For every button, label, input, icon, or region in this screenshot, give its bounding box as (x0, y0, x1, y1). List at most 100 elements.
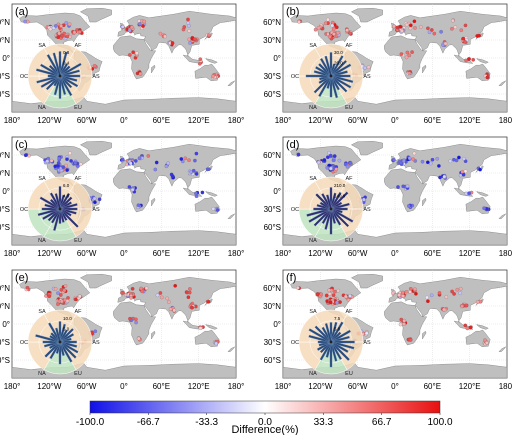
station-point (413, 26, 417, 30)
station-point (460, 304, 464, 308)
lon-label: 120°W (308, 116, 333, 125)
station-point (461, 173, 466, 177)
rose-region-label: AS (92, 207, 100, 213)
station-point (401, 184, 406, 189)
station-point (366, 65, 371, 70)
lon-label: 120°E (188, 382, 210, 391)
station-point (131, 50, 136, 55)
panel-label: (b) (286, 6, 299, 18)
station-point (139, 286, 144, 291)
station-point (406, 204, 411, 208)
lon-label: 180° (499, 116, 512, 125)
station-point (343, 294, 348, 299)
station-point (64, 163, 68, 168)
rose-region-label: SA (38, 176, 46, 182)
station-point (187, 23, 191, 28)
station-point (165, 296, 170, 301)
station-point (328, 300, 333, 305)
station-point (332, 32, 336, 36)
rose-region-label: OC (20, 207, 28, 213)
lat-label: 30°S (264, 72, 281, 81)
landmass-greenland (350, 273, 383, 289)
station-point (401, 159, 406, 163)
rose-region-label: OC (291, 340, 299, 346)
lon-label: 0° (120, 116, 128, 125)
station-point (134, 159, 138, 163)
station-point (334, 25, 339, 30)
lat-label: 0° (2, 320, 10, 329)
rose-region-label: EU (345, 371, 353, 377)
station-point (59, 287, 64, 292)
station-point (328, 166, 333, 171)
station-point (65, 157, 69, 162)
station-point (458, 173, 463, 178)
lat-label: 30°S (264, 205, 281, 214)
station-point (23, 153, 28, 158)
station-point (64, 21, 69, 25)
lon-label: 120°W (37, 249, 62, 258)
station-point (345, 28, 349, 32)
station-point (56, 291, 60, 295)
rose-region-label: SA (309, 176, 317, 182)
station-point (398, 322, 403, 327)
station-point (194, 151, 199, 156)
station-point (315, 292, 320, 296)
station-point (134, 317, 138, 322)
station-point (92, 64, 97, 68)
station-point (402, 318, 407, 323)
landmass-new-zealand (498, 213, 506, 219)
lon-label: 180° (275, 116, 292, 125)
lat-label: 30°N (263, 302, 281, 311)
rose-region-label: SA (38, 43, 46, 49)
lat-label: 60°S (264, 356, 281, 365)
lon-label: 180° (4, 382, 21, 391)
landmass-new-zealand (227, 80, 235, 86)
rose-region-label: AS (92, 340, 100, 346)
rose-region-label: OC (291, 74, 299, 80)
station-point (452, 157, 456, 162)
station-point (61, 165, 66, 169)
rose-region-label: AS (363, 207, 371, 213)
station-point (484, 340, 489, 345)
landmass-new-guinea (205, 58, 218, 64)
rose-region-label: AS (92, 74, 100, 80)
station-point (399, 161, 403, 165)
station-point (461, 36, 466, 41)
rose-scale-outer: 6.0 (63, 183, 70, 188)
station-point (158, 31, 163, 36)
station-point (179, 157, 184, 161)
lon-label: 120°W (37, 382, 62, 391)
station-point (348, 31, 353, 36)
station-point (167, 300, 171, 304)
station-point (459, 28, 464, 33)
station-point (164, 164, 169, 169)
colorbar: -100.0 -66.7 -33.3 0.0 33.3 66.7 100.0 Differen… (76, 400, 453, 435)
station-point (408, 338, 413, 342)
colorbar-tick-label: -33.3 (195, 417, 218, 428)
station-point (193, 158, 197, 163)
rose-region-label: EU (74, 238, 82, 244)
station-point (188, 41, 192, 45)
station-point (327, 292, 332, 296)
lon-label: 180° (275, 249, 292, 258)
rose-scale-inner: 20.0 (334, 60, 343, 65)
lon-label: 60°W (77, 382, 97, 391)
station-point (144, 286, 149, 291)
station-point (63, 284, 68, 288)
station-point (322, 158, 327, 162)
lon-label: 60°W (348, 116, 368, 125)
station-point (324, 293, 329, 298)
station-point (129, 161, 133, 166)
station-point (412, 151, 417, 156)
lat-label: 0° (273, 187, 281, 196)
station-point (452, 292, 456, 296)
rose-center (329, 74, 333, 78)
station-point (408, 286, 413, 291)
lon-label: 0° (391, 116, 399, 125)
station-point (170, 41, 175, 45)
station-point (482, 206, 486, 211)
rose-scale-outer: 7.5 (334, 316, 341, 321)
lon-label: 0° (120, 382, 128, 391)
station-point (407, 156, 412, 161)
station-point (62, 288, 67, 293)
